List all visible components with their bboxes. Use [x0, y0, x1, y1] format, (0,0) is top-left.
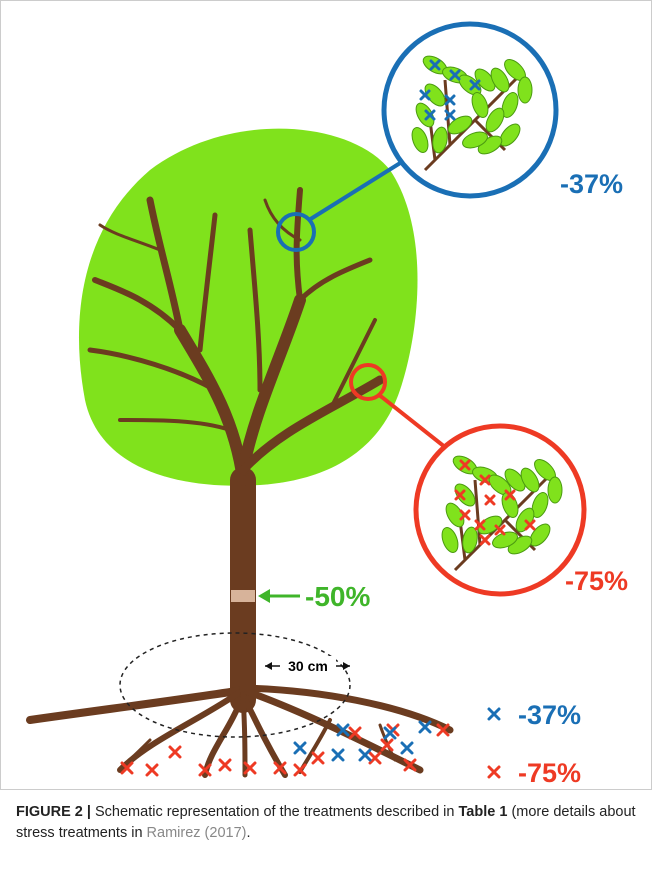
legend-label: -37% [518, 700, 581, 730]
cross-mark [313, 753, 323, 763]
caption-label: FIGURE 2 | [16, 804, 91, 820]
upper-label: -37% [560, 169, 623, 199]
cross-mark [220, 760, 230, 770]
diagram: 30 cm -50% -37% -75% -37% -75% [0, 0, 652, 790]
zoom-circle [384, 24, 556, 196]
leaf [518, 77, 532, 103]
caption-end: . [246, 825, 250, 841]
caption-text: Schematic representation of the treatmen… [95, 804, 454, 820]
citation[interactable]: Ramirez (2017) [147, 825, 247, 841]
figure: 30 cm -50% -37% -75% -37% -75% FIGURE 2 … [0, 0, 652, 870]
cross-mark [489, 767, 499, 777]
cross-mark [147, 765, 157, 775]
girdle-band [231, 590, 255, 602]
zoom-circle [416, 426, 584, 594]
legend-label: -75% [518, 758, 581, 788]
cross-mark [489, 709, 499, 719]
cross-mark [295, 743, 305, 753]
caption: FIGURE 2 | Schematic representation of t… [16, 802, 641, 844]
cross-mark [360, 750, 370, 760]
arrowhead [258, 589, 270, 603]
cross-mark [402, 743, 412, 753]
lower-label: -75% [565, 566, 628, 596]
cross-mark [170, 747, 180, 757]
cross-mark [420, 722, 430, 732]
cross-mark [370, 753, 380, 763]
girdling-label: -50% [305, 581, 370, 612]
root-zone-label: 30 cm [288, 658, 328, 674]
cross-mark [385, 728, 395, 738]
cross-mark [333, 750, 343, 760]
leaf [548, 477, 562, 503]
table-ref[interactable]: Table 1 [459, 804, 508, 820]
